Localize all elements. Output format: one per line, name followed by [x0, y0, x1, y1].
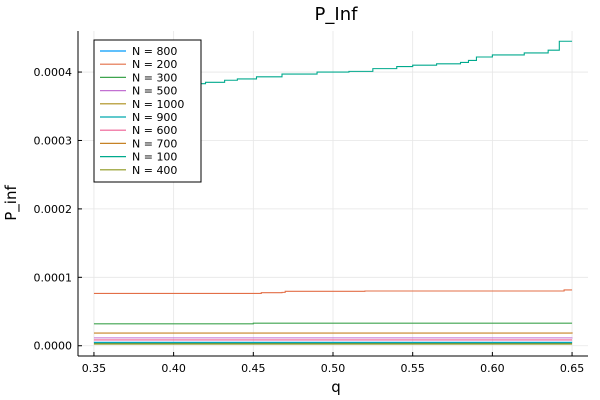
- legend-label-5: N = 900: [132, 111, 177, 124]
- x-tick-label-2: 0.45: [241, 362, 266, 375]
- legend-label-3: N = 500: [132, 85, 177, 98]
- legend-label-4: N = 1000: [132, 98, 184, 111]
- chart-title: P_Inf: [315, 4, 359, 25]
- legend-label-7: N = 700: [132, 137, 177, 150]
- series-line-2: [93, 322, 573, 325]
- series-line-1: [93, 289, 573, 294]
- legend-label-8: N = 100: [132, 151, 177, 164]
- y-axis-label: P_inf: [2, 185, 21, 221]
- y-tick-label-0: 0.0000: [34, 340, 73, 353]
- axes: [77, 31, 588, 357]
- legend-label-0: N = 800: [132, 45, 177, 58]
- x-tick-label-0: 0.35: [82, 362, 107, 375]
- series-line-7: [93, 332, 573, 334]
- y-tick-label-4: 0.0004: [34, 66, 73, 79]
- x-axis-label: q: [331, 378, 341, 396]
- x-tick-label-5: 0.60: [480, 362, 505, 375]
- x-tick-label-1: 0.40: [161, 362, 186, 375]
- x-tick-label-4: 0.55: [400, 362, 425, 375]
- x-tick-label-6: 0.65: [560, 362, 585, 375]
- legend-label-1: N = 200: [132, 58, 177, 71]
- tick-labels: 0.35 0.40 0.45 0.50 0.55 0.60 0.65 0.0000 0.0001…: [34, 66, 585, 375]
- grid: [78, 31, 588, 356]
- y-tick-label-3: 0.0003: [34, 134, 73, 147]
- x-tick-label-3: 0.50: [321, 362, 346, 375]
- legend-label-9: N = 400: [132, 164, 177, 177]
- legend-label-2: N = 300: [132, 71, 177, 84]
- legend-label-6: N = 600: [132, 124, 177, 137]
- y-tick-label-1: 0.0001: [34, 271, 73, 284]
- y-tick-label-2: 0.0002: [34, 203, 73, 216]
